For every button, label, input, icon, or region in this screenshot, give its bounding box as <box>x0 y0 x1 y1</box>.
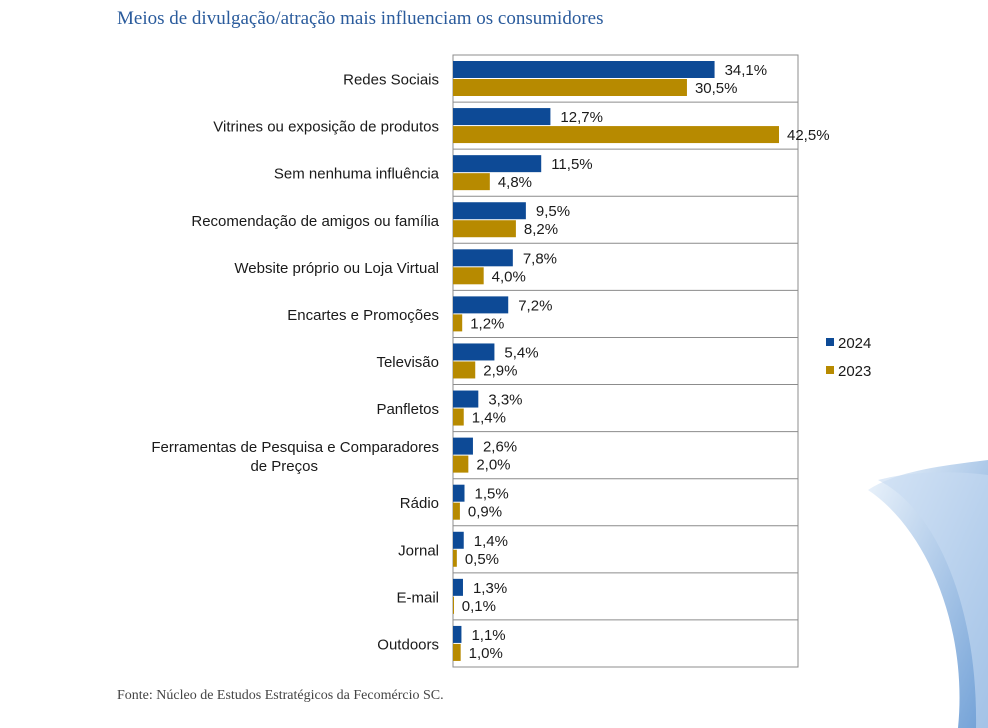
category-label: Jornal <box>398 542 439 559</box>
source-note: Fonte: Núcleo de Estudos Estratégicos da… <box>117 688 444 703</box>
data-label-2023: 0,9% <box>468 504 502 521</box>
data-label-2023: 2,0% <box>476 457 510 474</box>
category-label: Vitrines ou exposição de produtos <box>213 119 439 136</box>
data-label-2023: 1,0% <box>469 645 503 662</box>
category-label: Website próprio ou Loja Virtual <box>234 260 439 277</box>
category-label: Recomendação de amigos ou família <box>191 213 439 230</box>
legend-swatch-2024 <box>826 338 834 346</box>
bar-2023 <box>453 173 490 191</box>
data-label-2023: 1,2% <box>470 315 504 332</box>
data-label-2024: 1,4% <box>474 533 508 550</box>
bar-2023 <box>453 79 687 96</box>
legend-swatch-2023 <box>826 366 834 374</box>
data-label-2023: 42,5% <box>787 127 830 144</box>
data-label-2024: 7,8% <box>523 250 557 267</box>
bar-2023 <box>453 220 516 238</box>
bar-2024 <box>453 249 513 267</box>
bar-2024 <box>453 155 542 173</box>
bar-2024 <box>453 61 715 78</box>
legend-label-2023: 2023 <box>838 363 871 380</box>
bar-2023 <box>453 549 457 567</box>
bar-2024 <box>453 531 464 549</box>
plot-frame <box>452 54 799 668</box>
data-label-2024: 7,2% <box>518 297 552 314</box>
data-label-2024: 2,6% <box>483 439 517 456</box>
bar-2024 <box>453 484 465 502</box>
data-label-2024: 34,1% <box>725 62 768 79</box>
data-label-2023: 4,8% <box>498 174 532 191</box>
data-label-2023: 4,0% <box>492 268 526 285</box>
data-label-2024: 9,5% <box>536 203 570 220</box>
bar-2023 <box>453 643 461 661</box>
data-label-2024: 11,5% <box>551 156 592 173</box>
bar-2024 <box>453 343 495 361</box>
bar-2024 <box>453 578 463 596</box>
bar-2023 <box>453 408 464 426</box>
data-label-2024: 1,1% <box>471 627 505 644</box>
data-label-2024: 1,5% <box>475 486 509 503</box>
bar-2023 <box>453 455 469 473</box>
bar-2024 <box>453 202 526 220</box>
data-label-2023: 30,5% <box>695 80 738 97</box>
data-label-2023: 1,4% <box>472 410 506 427</box>
bar-2023 <box>453 314 463 332</box>
category-label: Encartes e Promoções <box>287 307 439 324</box>
bar-2024 <box>453 437 473 455</box>
bar-2024 <box>453 296 509 314</box>
category-label: Outdoors <box>377 636 439 653</box>
category-label: Panfletos <box>376 401 439 418</box>
data-label-2023: 2,9% <box>483 362 517 379</box>
category-label: Sem nenhuma influência <box>274 166 440 183</box>
category-label: E-mail <box>396 589 439 606</box>
data-label-2023: 8,2% <box>524 221 558 238</box>
data-label-2024: 3,3% <box>488 392 522 409</box>
data-label-2023: 0,1% <box>462 598 496 615</box>
bar-2023 <box>453 502 460 520</box>
data-label-2024: 12,7% <box>560 109 603 126</box>
bar-2024 <box>453 108 551 126</box>
data-label-2024: 1,3% <box>473 580 507 597</box>
bar-2024 <box>453 625 462 643</box>
chart-title: Meios de divulgação/atração mais influen… <box>117 8 604 29</box>
category-label: Rádio <box>400 495 439 512</box>
decorative-swoosh <box>868 460 988 728</box>
bar-2023 <box>453 267 484 285</box>
bar-2023 <box>453 596 454 614</box>
bar-2023 <box>453 361 476 379</box>
data-label-2023: 0,5% <box>465 551 499 568</box>
data-label-2024: 5,4% <box>504 344 538 361</box>
category-label: Redes Sociais <box>343 72 439 89</box>
category-label: Televisão <box>376 354 439 371</box>
category-label: Ferramentas de Pesquisa e Comparadores de… <box>151 439 439 475</box>
bar-2023 <box>453 126 779 144</box>
bar-2024 <box>453 390 479 408</box>
legend-label-2024: 2024 <box>838 335 871 352</box>
